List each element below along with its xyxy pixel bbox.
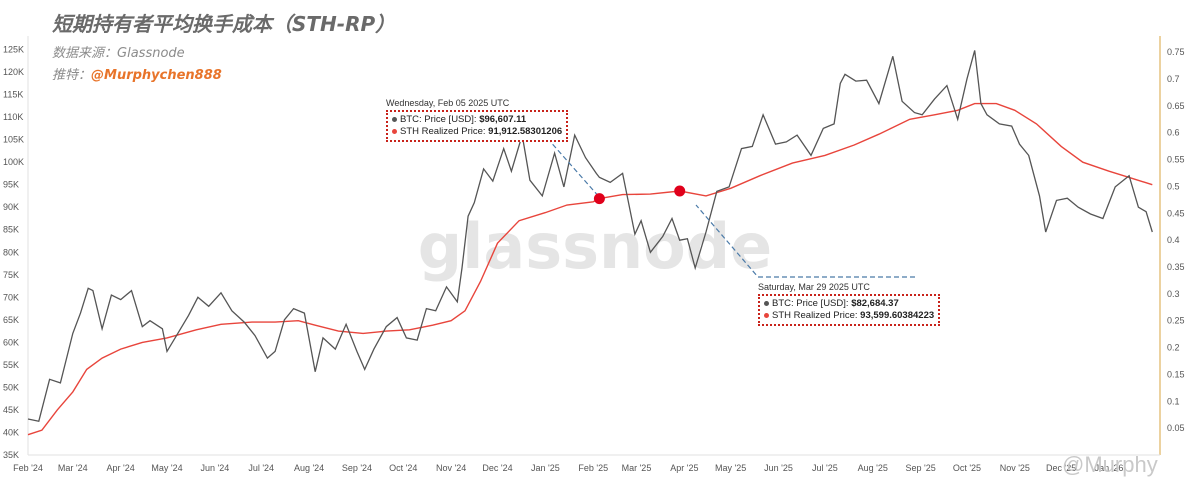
y-left-tick-label: 110K bbox=[3, 112, 23, 122]
tooltip-btc-row: BTC: Price [USD]: $82,684.37 bbox=[764, 298, 934, 310]
y-left-tick-label: 55K bbox=[3, 360, 19, 370]
y-left-tick-label: 85K bbox=[3, 225, 19, 235]
y-right-tick-label: 0.6 bbox=[1167, 128, 1180, 138]
y-right-tick-label: 0.65 bbox=[1167, 101, 1185, 111]
y-left-tick-label: 90K bbox=[3, 202, 19, 212]
x-tick-label: Nov '25 bbox=[1000, 463, 1030, 473]
y-left-tick-label: 95K bbox=[3, 180, 19, 190]
tooltip-btc-label: BTC: Price [USD]: bbox=[772, 298, 849, 309]
x-tick-label: May '25 bbox=[715, 463, 746, 473]
y-left-tick-label: 100K bbox=[3, 157, 24, 167]
sth-dot-icon bbox=[392, 128, 397, 134]
x-tick-label: Nov '24 bbox=[436, 463, 466, 473]
y-right-tick-label: 0.25 bbox=[1167, 316, 1185, 326]
y-right-tick-label: 0.5 bbox=[1167, 181, 1180, 191]
tooltip-sth-label: STH Realized Price: bbox=[772, 310, 858, 321]
annotation-markers bbox=[593, 185, 686, 205]
tooltip-mar: Saturday, Mar 29 2025 UTC BTC: Price [US… bbox=[758, 282, 941, 326]
y-right-tick-label: 0.15 bbox=[1167, 369, 1185, 379]
leader-line-mar bbox=[695, 204, 915, 278]
x-tick-label: Aug '24 bbox=[294, 463, 324, 473]
x-tick-label: Aug '25 bbox=[858, 463, 888, 473]
x-tick-label: Jan '26 bbox=[1095, 463, 1124, 473]
x-tick-label: Jul '24 bbox=[248, 463, 274, 473]
source-prefix: 数据来源： bbox=[52, 46, 118, 61]
x-tick-label: Apr '25 bbox=[670, 463, 698, 473]
x-tick-labels: Feb '24 Mar '24 Apr '24 May '24 Jun '24 Jul '… bbox=[13, 463, 1123, 473]
x-tick-label: Jun '24 bbox=[200, 463, 229, 473]
y-left-tick-label: 50K bbox=[3, 382, 19, 392]
y-right-tick-label: 0.2 bbox=[1167, 343, 1180, 353]
tooltip-sth-value: 93,599.60384223 bbox=[860, 310, 935, 321]
y-right-tick-label: 0.1 bbox=[1167, 396, 1180, 406]
y-right-tick-label: 0.55 bbox=[1167, 155, 1185, 165]
y-left-tick-labels: 35K 40K 45K 50K 55K 60K 65K 70K 75K 80K 85K 90K 95K 1… bbox=[3, 45, 24, 460]
x-tick-label: Oct '25 bbox=[953, 463, 981, 473]
y-left-tick-label: 35K bbox=[3, 450, 19, 460]
x-tick-label: Mar '25 bbox=[622, 463, 652, 473]
tooltip-btc-value: $96,607.11 bbox=[479, 114, 527, 125]
tooltip-sth-row: STH Realized Price: 91,912.58301206 bbox=[392, 126, 562, 138]
tooltip-feb: Wednesday, Feb 05 2025 UTC BTC: Price [U… bbox=[386, 98, 569, 142]
tooltip-date: Saturday, Mar 29 2025 UTC bbox=[758, 282, 870, 292]
x-tick-label: May '24 bbox=[151, 463, 182, 473]
x-tick-label: Sep '24 bbox=[342, 463, 372, 473]
x-tick-label: Sep '25 bbox=[906, 463, 936, 473]
x-tick-label: Feb '25 bbox=[578, 463, 608, 473]
annotation-marker bbox=[593, 193, 605, 205]
y-left-tick-label: 105K bbox=[3, 135, 24, 145]
x-tick-label: Oct '24 bbox=[389, 463, 417, 473]
source-name: Glassnode bbox=[117, 46, 185, 61]
chart-title: 短期持有者平均换手成本（STH-RP） bbox=[52, 12, 396, 36]
y-right-tick-label: 0.7 bbox=[1167, 74, 1180, 84]
y-right-tick-label: 0.4 bbox=[1167, 235, 1180, 245]
tooltip-box: BTC: Price [USD]: $96,607.11 STH Realize… bbox=[386, 110, 569, 142]
y-right-tick-label: 0.75 bbox=[1167, 47, 1185, 57]
y-left-tick-label: 40K bbox=[3, 427, 19, 437]
corner-watermark: @Murphy bbox=[1062, 452, 1158, 477]
x-tick-label: Dec '24 bbox=[482, 463, 512, 473]
watermark-glassnode: glassnode bbox=[418, 210, 772, 283]
price-dot-icon bbox=[764, 300, 769, 306]
tooltip-btc-value: $82,684.37 bbox=[851, 298, 899, 309]
y-left-tick-label: 125K bbox=[3, 45, 24, 55]
x-tick-label: Jun '25 bbox=[764, 463, 793, 473]
tooltip-sth-value: 91,912.58301206 bbox=[488, 126, 563, 137]
y-left-tick-label: 45K bbox=[3, 405, 19, 415]
btc-price-line bbox=[27, 50, 1153, 422]
y-left-tick-label: 115K bbox=[3, 90, 23, 100]
x-tick-label: Feb '24 bbox=[13, 463, 43, 473]
y-left-tick-label: 60K bbox=[3, 337, 19, 347]
x-tick-label: Jan '25 bbox=[531, 463, 560, 473]
annotation-marker bbox=[674, 185, 686, 197]
y-right-tick-label: 0.45 bbox=[1167, 208, 1185, 218]
y-right-tick-label: 0.05 bbox=[1167, 423, 1185, 433]
x-tick-label: Mar '24 bbox=[58, 463, 88, 473]
y-left-tick-label: 120K bbox=[3, 67, 24, 77]
y-left-tick-label: 75K bbox=[3, 270, 19, 280]
leader-line-feb bbox=[387, 138, 602, 200]
y-left-tick-label: 80K bbox=[3, 247, 19, 257]
price-dot-icon bbox=[392, 116, 397, 122]
tooltip-sth-row: STH Realized Price: 93,599.60384223 bbox=[764, 310, 934, 322]
y-right-tick-labels: 0.05 0.1 0.15 0.2 0.25 0.3 0.35 0.4 0.45 0.5 0.55 0… bbox=[1167, 47, 1185, 433]
twitter-prefix: 推特： bbox=[52, 68, 92, 83]
sth-dot-icon bbox=[764, 312, 769, 318]
tooltip-btc-row: BTC: Price [USD]: $96,607.11 bbox=[392, 114, 562, 126]
tooltip-box: BTC: Price [USD]: $82,684.37 STH Realize… bbox=[758, 294, 941, 326]
tooltip-btc-label: BTC: Price [USD]: bbox=[400, 114, 477, 125]
y-left-tick-label: 70K bbox=[3, 292, 19, 302]
y-right-tick-label: 0.35 bbox=[1167, 262, 1185, 272]
data-source: 数据来源：Glassnode bbox=[52, 42, 185, 61]
y-left-tick-label: 65K bbox=[3, 315, 19, 325]
tooltip-sth-label: STH Realized Price: bbox=[400, 126, 486, 137]
y-right-tick-label: 0.3 bbox=[1167, 289, 1180, 299]
x-tick-label: Dec '25 bbox=[1046, 463, 1076, 473]
twitter-line: 推特：@Murphychen888 bbox=[52, 64, 222, 83]
tooltip-date: Wednesday, Feb 05 2025 UTC bbox=[386, 98, 510, 108]
x-tick-label: Jul '25 bbox=[812, 463, 838, 473]
x-tick-label: Apr '24 bbox=[107, 463, 135, 473]
twitter-handle: @Murphychen888 bbox=[91, 68, 222, 83]
